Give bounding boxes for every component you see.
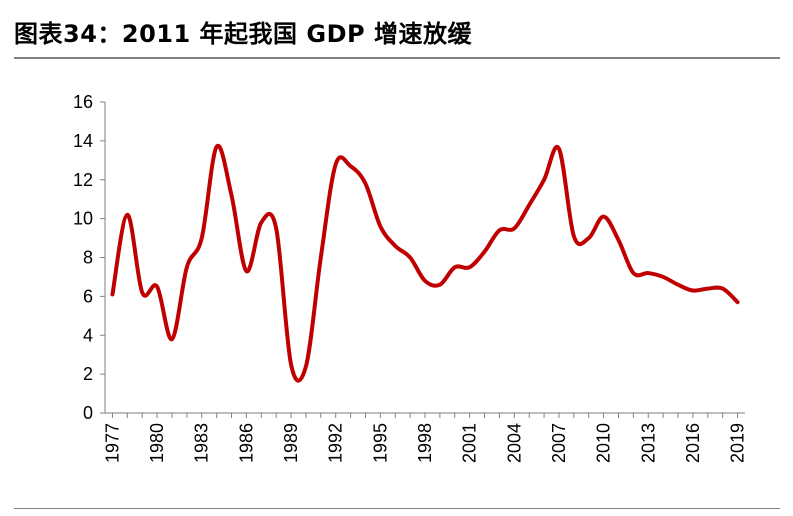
x-tick-label: 2001 xyxy=(460,423,480,463)
data-point xyxy=(646,271,650,275)
x-tick-label: 2013 xyxy=(638,423,658,463)
data-point xyxy=(230,193,234,197)
x-tick-label: 1992 xyxy=(326,423,346,463)
data-point xyxy=(557,147,561,151)
x-tick-label: 2007 xyxy=(549,423,569,463)
data-point xyxy=(438,283,442,287)
data-point xyxy=(125,213,129,217)
data-point xyxy=(304,364,308,368)
data-point xyxy=(319,256,323,260)
data-point xyxy=(736,300,740,304)
y-tick-label: 2 xyxy=(83,364,93,384)
x-tick-label: 1998 xyxy=(415,423,435,463)
y-axis-ticks: 0 2 4 6 8 10 12 14 16 xyxy=(73,92,105,423)
x-axis-ticks: 1977 1980 1983 1986 1989 1992 1995 1998 2001 2004… xyxy=(102,413,748,463)
x-tick-label: 1995 xyxy=(370,423,390,463)
data-point xyxy=(527,203,531,207)
y-tick-label: 14 xyxy=(73,131,93,151)
figure-title: 图表34：2011 年起我国 GDP 增速放缓 xyxy=(14,20,472,48)
data-point xyxy=(274,226,278,230)
data-point xyxy=(334,162,338,166)
x-tick-label: 2019 xyxy=(728,423,748,463)
data-point xyxy=(155,285,159,289)
data-point xyxy=(468,265,472,269)
data-point xyxy=(483,250,487,254)
data-point xyxy=(200,236,204,240)
data-point xyxy=(706,287,710,291)
y-tick-label: 12 xyxy=(73,170,93,190)
x-tick-label: 1989 xyxy=(281,423,301,463)
data-point xyxy=(289,362,293,366)
data-point xyxy=(453,265,457,269)
data-point xyxy=(110,292,114,296)
data-point xyxy=(602,215,606,219)
data-point xyxy=(185,265,189,269)
x-tick-label: 1986 xyxy=(236,423,256,463)
data-point xyxy=(497,228,501,232)
data-point xyxy=(393,244,397,248)
x-tick-label: 1977 xyxy=(102,423,122,463)
x-tick-label: 1980 xyxy=(147,423,167,463)
y-tick-label: 8 xyxy=(83,248,93,268)
x-tick-label: 2010 xyxy=(594,423,614,463)
data-point xyxy=(542,178,546,182)
bottom-divider xyxy=(14,508,780,509)
data-point xyxy=(363,182,367,186)
data-point xyxy=(259,221,263,225)
title-divider xyxy=(14,57,780,59)
gdp-growth-series-line xyxy=(110,143,740,383)
y-tick-label: 10 xyxy=(73,209,93,229)
data-point xyxy=(170,337,174,341)
data-point xyxy=(676,283,680,287)
y-tick-label: 16 xyxy=(73,92,93,112)
chart-axes xyxy=(104,102,745,414)
data-point xyxy=(423,279,427,283)
x-tick-label: 2016 xyxy=(683,423,703,463)
data-point xyxy=(349,164,353,168)
data-point xyxy=(587,236,591,240)
data-point xyxy=(378,224,382,228)
data-point xyxy=(572,234,576,238)
series-layer xyxy=(110,143,740,383)
data-point xyxy=(244,269,248,273)
x-tick-label: 2004 xyxy=(504,423,524,463)
data-point xyxy=(408,256,412,260)
data-point xyxy=(661,275,665,279)
data-point xyxy=(215,145,219,149)
data-point xyxy=(691,289,695,293)
data-point xyxy=(721,287,725,291)
x-tick-label: 1983 xyxy=(192,423,212,463)
data-point xyxy=(140,290,144,294)
data-point xyxy=(631,271,635,275)
data-point xyxy=(512,226,516,230)
y-tick-label: 4 xyxy=(83,325,93,345)
y-tick-label: 0 xyxy=(83,403,93,423)
data-point xyxy=(616,238,620,242)
y-tick-label: 6 xyxy=(83,286,93,306)
